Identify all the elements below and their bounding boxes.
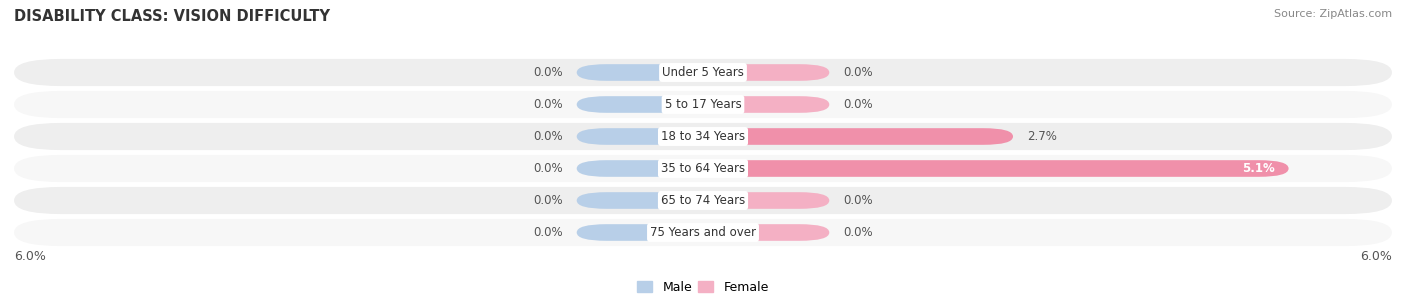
Text: 65 to 74 Years: 65 to 74 Years (661, 194, 745, 207)
FancyBboxPatch shape (703, 128, 1012, 145)
Text: 0.0%: 0.0% (533, 194, 562, 207)
FancyBboxPatch shape (14, 219, 1392, 246)
Text: 0.0%: 0.0% (533, 162, 562, 175)
FancyBboxPatch shape (14, 155, 1392, 182)
Text: 35 to 64 Years: 35 to 64 Years (661, 162, 745, 175)
Legend: Male, Female: Male, Female (633, 275, 773, 299)
Text: DISABILITY CLASS: VISION DIFFICULTY: DISABILITY CLASS: VISION DIFFICULTY (14, 9, 330, 24)
FancyBboxPatch shape (703, 64, 830, 81)
Text: 0.0%: 0.0% (533, 66, 562, 79)
Text: 0.0%: 0.0% (533, 130, 562, 143)
Text: Source: ZipAtlas.com: Source: ZipAtlas.com (1274, 9, 1392, 19)
Text: 0.0%: 0.0% (844, 98, 873, 111)
FancyBboxPatch shape (703, 160, 1288, 177)
Text: 5.1%: 5.1% (1241, 162, 1275, 175)
Text: 2.7%: 2.7% (1026, 130, 1057, 143)
Text: 0.0%: 0.0% (844, 66, 873, 79)
Text: 0.0%: 0.0% (533, 226, 562, 239)
Text: 6.0%: 6.0% (1360, 250, 1392, 263)
FancyBboxPatch shape (576, 64, 703, 81)
Text: 0.0%: 0.0% (533, 98, 562, 111)
Text: 6.0%: 6.0% (14, 250, 46, 263)
FancyBboxPatch shape (14, 59, 1392, 86)
FancyBboxPatch shape (14, 187, 1392, 214)
FancyBboxPatch shape (703, 192, 830, 209)
FancyBboxPatch shape (576, 192, 703, 209)
FancyBboxPatch shape (14, 91, 1392, 118)
Text: Under 5 Years: Under 5 Years (662, 66, 744, 79)
Text: 75 Years and over: 75 Years and over (650, 226, 756, 239)
FancyBboxPatch shape (703, 224, 830, 241)
FancyBboxPatch shape (576, 160, 703, 177)
FancyBboxPatch shape (576, 96, 703, 113)
Text: 0.0%: 0.0% (844, 194, 873, 207)
FancyBboxPatch shape (14, 123, 1392, 150)
Text: 5 to 17 Years: 5 to 17 Years (665, 98, 741, 111)
Text: 18 to 34 Years: 18 to 34 Years (661, 130, 745, 143)
FancyBboxPatch shape (576, 224, 703, 241)
Text: 0.0%: 0.0% (844, 226, 873, 239)
FancyBboxPatch shape (703, 96, 830, 113)
FancyBboxPatch shape (576, 128, 703, 145)
